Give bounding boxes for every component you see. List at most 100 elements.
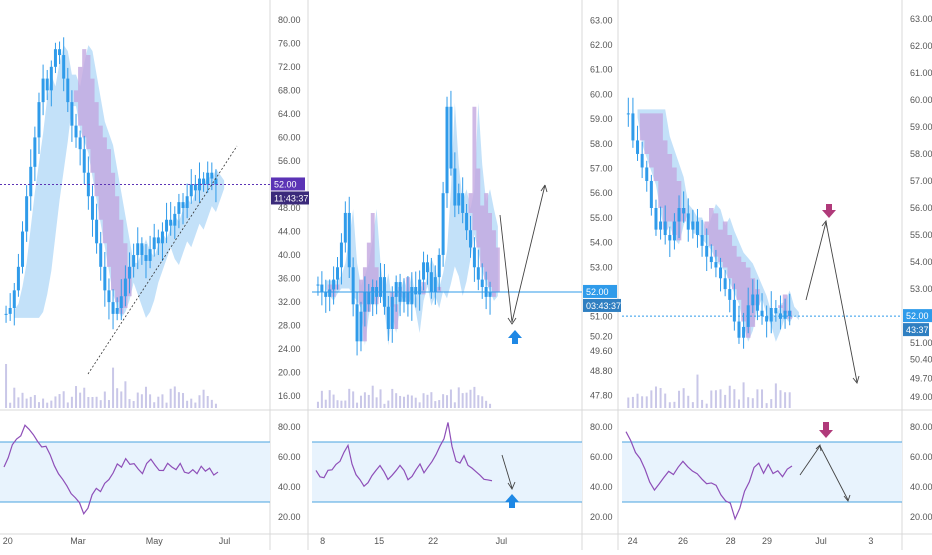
candle-body: [654, 208, 658, 230]
volume-bar: [489, 403, 492, 408]
y-tick-label: 28.00: [278, 321, 301, 331]
price-label-box: [583, 284, 617, 298]
rsi-tick-label: 40.00: [278, 482, 301, 492]
candle-body: [324, 291, 328, 297]
volume-bar: [395, 393, 398, 408]
volume-bar: [363, 392, 366, 408]
volume-bar: [705, 403, 708, 408]
candle-body: [177, 202, 181, 214]
volume-bar: [442, 394, 445, 408]
volume-bar: [116, 388, 119, 408]
x-tick-label: Mar: [70, 536, 86, 546]
candle-body: [755, 294, 759, 311]
x-tick-label: 28: [726, 536, 736, 546]
y-tick-label: 76.00: [278, 38, 301, 48]
y-tick-label: 58.00: [590, 139, 613, 149]
volume-bar: [202, 389, 205, 408]
rsi-tick-label: 80.00: [910, 422, 932, 432]
volume-bar: [132, 401, 135, 408]
candle-body: [751, 294, 755, 306]
candle-body: [136, 243, 140, 256]
candle-body: [185, 196, 189, 208]
candle-body: [332, 279, 336, 290]
y-tick-label: 60.00: [590, 89, 613, 99]
volume-bar: [367, 394, 370, 408]
rsi-buy-arrow-icon: [505, 494, 519, 508]
candle-body: [21, 231, 25, 267]
projection-arrowhead: [540, 184, 548, 193]
candle-body: [90, 196, 94, 220]
projection-path-2: [805, 221, 858, 383]
candle-body: [367, 291, 371, 305]
volume-bar: [696, 374, 699, 408]
volume-bar: [641, 396, 644, 408]
y-tick-label: 50.20: [590, 331, 613, 341]
candle-body: [714, 262, 718, 268]
y-tick-label: 51.00: [910, 338, 932, 348]
volume-bar: [25, 398, 28, 408]
y-tick-label: 59.00: [910, 122, 932, 132]
volume-bar: [83, 387, 86, 408]
candle-body: [626, 113, 630, 115]
volume-bar: [430, 392, 433, 408]
candle-body: [25, 196, 29, 232]
x-tick-label: 24: [628, 536, 638, 546]
x-tick-label: 22: [428, 536, 438, 546]
volume-bar: [687, 395, 690, 408]
rsi-line: [625, 431, 793, 521]
volume-bar: [140, 394, 143, 408]
rsi-tick-label: 40.00: [910, 482, 932, 492]
candle-body: [193, 184, 197, 191]
ichimoku-cloud-purple: [327, 106, 500, 342]
volume-bar: [391, 388, 394, 408]
y-tick-label: 51.00: [590, 312, 613, 322]
volume-bar: [75, 386, 78, 408]
rsi-sell-arrow-icon: [819, 422, 833, 438]
candle-body: [29, 166, 33, 197]
volume-bar: [359, 395, 362, 408]
y-tick-label: 54.00: [590, 238, 613, 248]
y-tick-label: 24.00: [278, 344, 301, 354]
volume-bar: [182, 393, 185, 408]
candle-body: [210, 172, 214, 179]
candle-body: [359, 311, 363, 342]
volume-bar: [728, 385, 731, 408]
candle-body: [472, 247, 476, 268]
candle-body: [197, 178, 201, 191]
volume-bar: [190, 398, 193, 408]
volume-bar: [21, 392, 24, 408]
candle-body: [41, 78, 45, 103]
volume-bar: [453, 402, 456, 408]
y-tick-label: 32.00: [278, 297, 301, 307]
volume-bar: [761, 389, 764, 408]
volume-bar: [128, 399, 131, 408]
volume-bar: [668, 402, 671, 408]
volume-bar: [173, 386, 176, 408]
candle-body: [769, 308, 773, 322]
candle-body: [58, 49, 62, 56]
y-tick-label: 48.00: [278, 203, 301, 213]
buy-arrow-icon: [508, 330, 522, 344]
projection-path: [499, 184, 546, 323]
y-tick-label: 63.00: [910, 14, 932, 24]
price-label: 52.00: [274, 179, 297, 189]
x-tick-label: May: [146, 536, 164, 546]
candle-body: [645, 167, 649, 181]
volume-bar: [50, 400, 53, 408]
volume-bar: [5, 363, 8, 408]
volume-bar: [770, 399, 773, 408]
y-tick-label: 60.00: [278, 132, 301, 142]
y-tick-label: 80.00: [278, 15, 301, 25]
y-tick-label: 56.00: [278, 156, 301, 166]
volume-bar: [13, 387, 16, 408]
trendline: [87, 145, 238, 375]
candle-body: [686, 213, 690, 230]
volume-bar: [650, 390, 653, 408]
candle-body: [107, 290, 111, 303]
volume-bar: [33, 395, 36, 408]
candle-body: [746, 305, 750, 327]
volume-bar: [673, 401, 676, 408]
volume-bar: [153, 402, 156, 408]
y-tick-label: 72.00: [278, 62, 301, 72]
volume-bar: [399, 395, 402, 408]
